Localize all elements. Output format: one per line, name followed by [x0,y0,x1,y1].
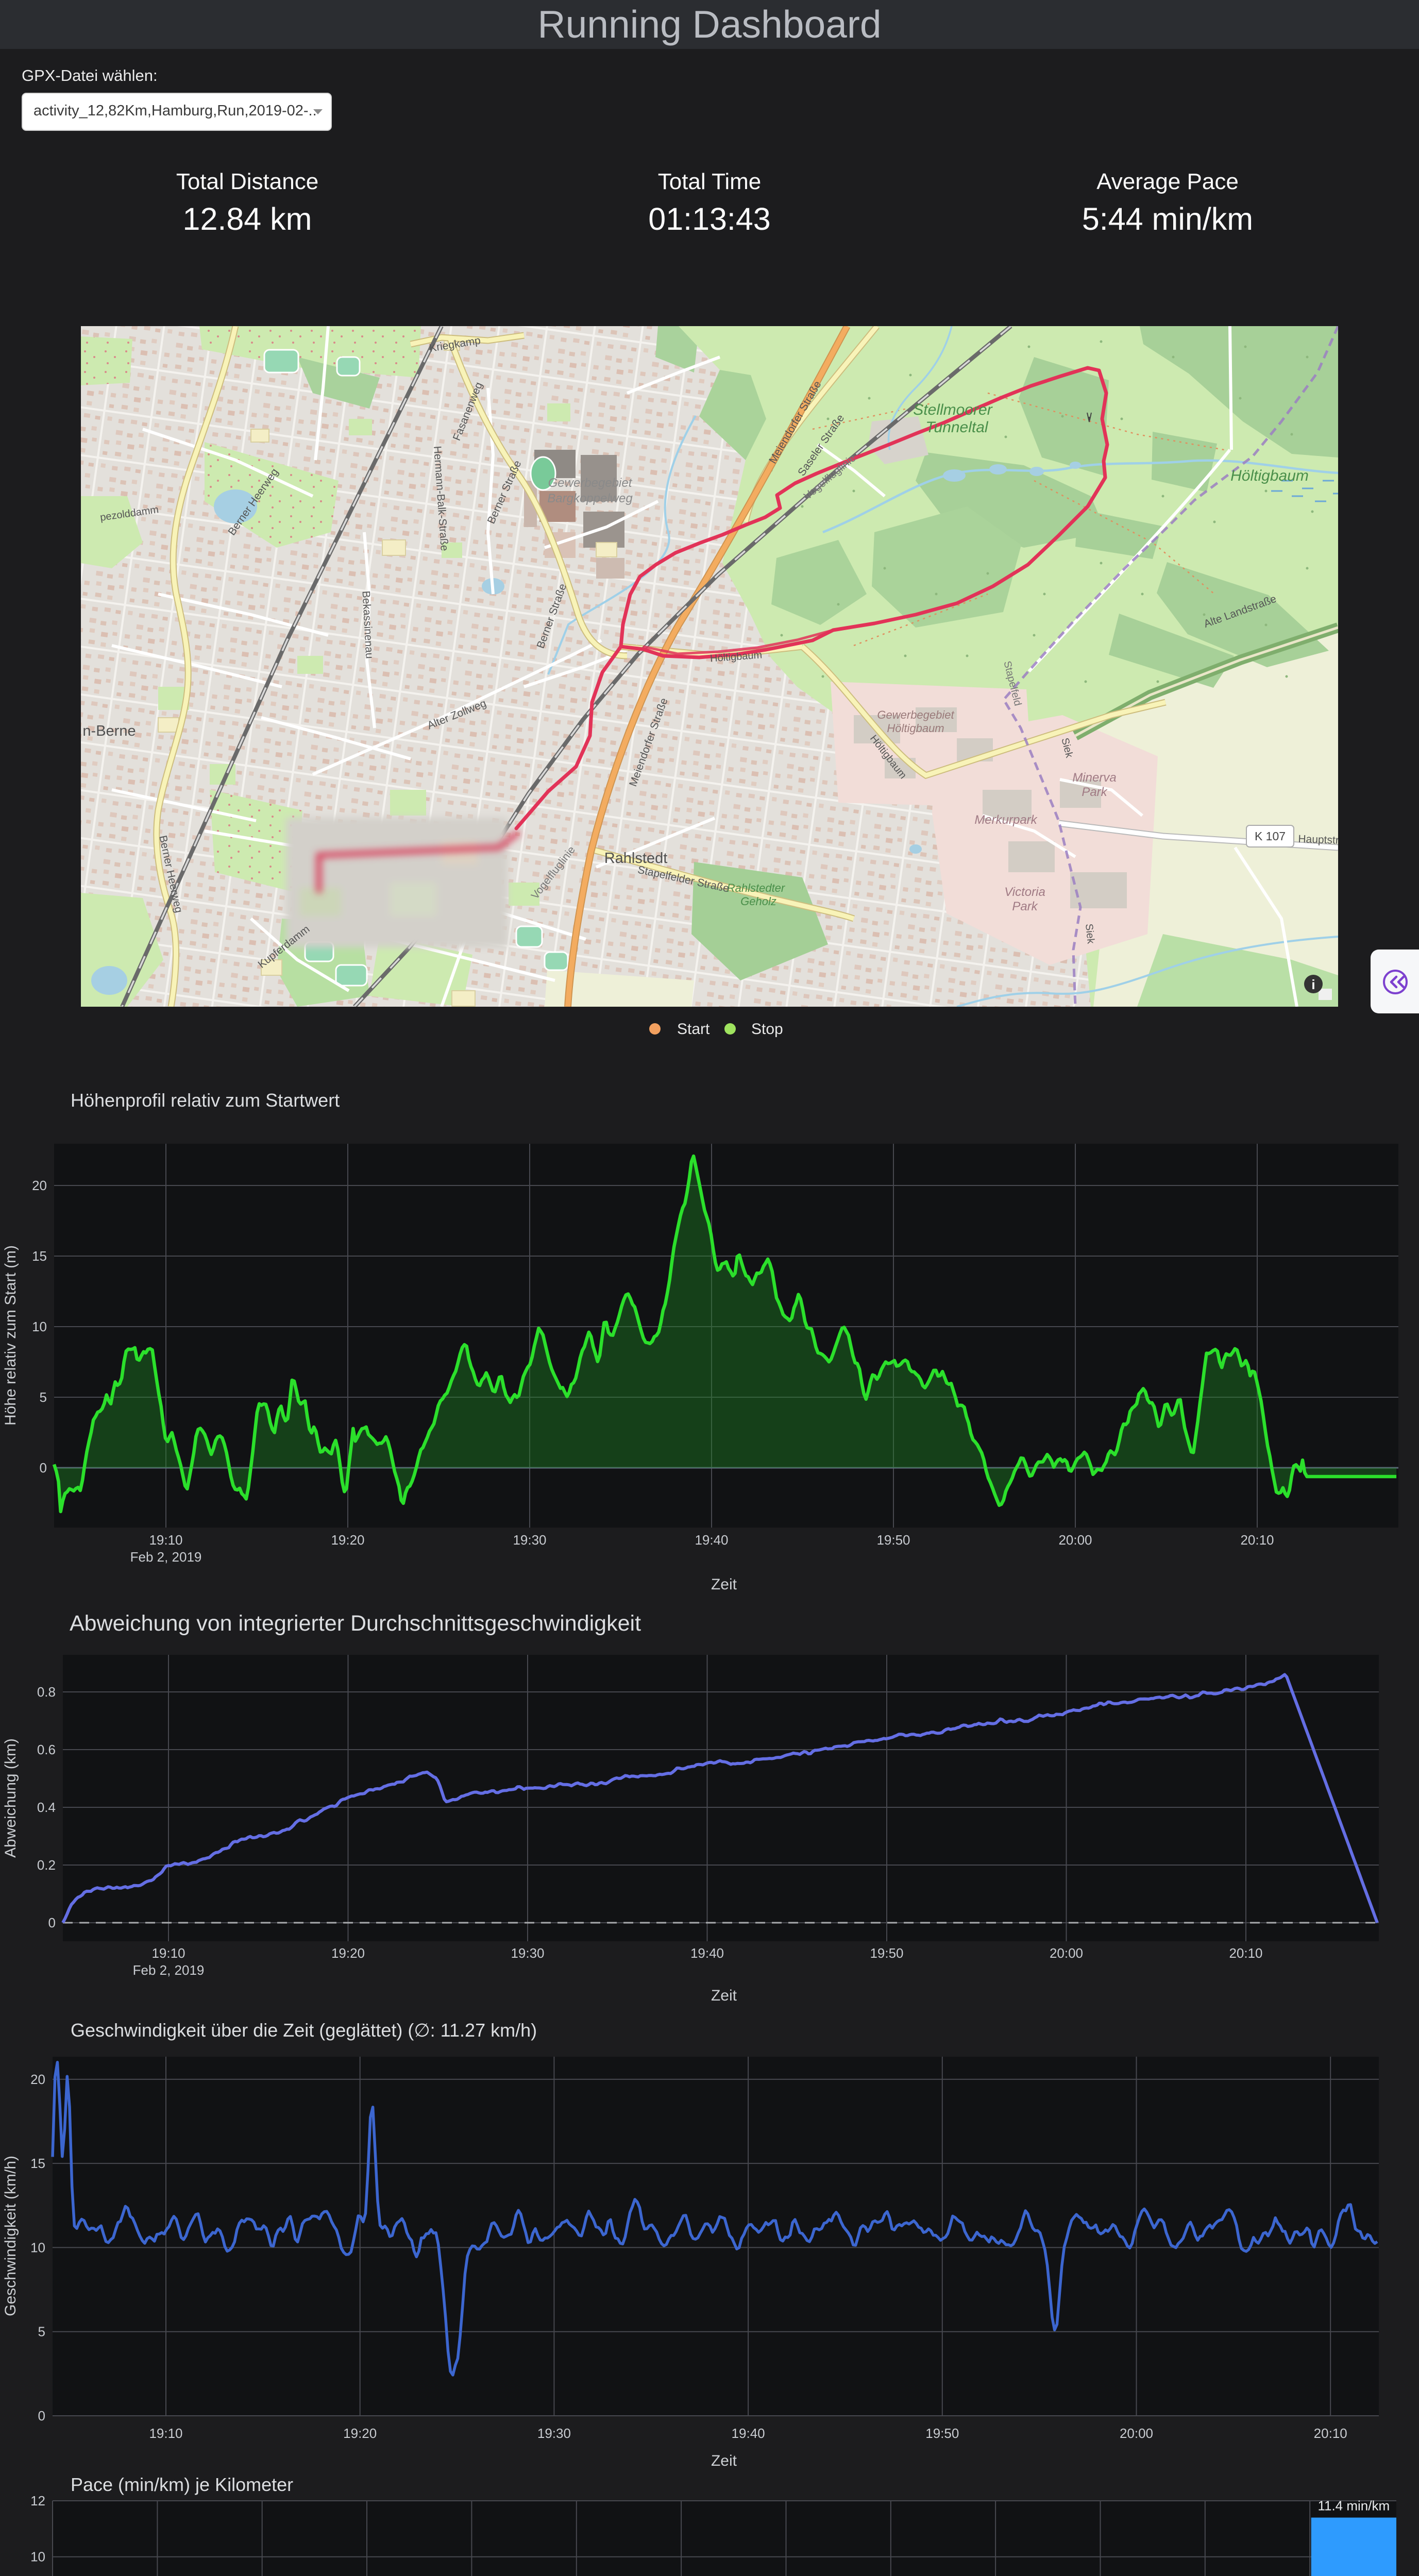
svg-text:19:40: 19:40 [732,2426,765,2441]
svg-text:20:00: 20:00 [1120,2426,1153,2441]
svg-text:19:10: 19:10 [149,1532,182,1548]
svg-text:Höhe relativ zum Start (m): Höhe relativ zum Start (m) [2,1245,19,1426]
svg-text:10: 10 [32,1319,47,1334]
svg-text:Höltigbaum: Höltigbaum [887,722,944,735]
svg-text:Gewerbegebiet: Gewerbegebiet [877,708,954,721]
svg-text:19:30: 19:30 [537,2426,571,2441]
svg-text:20: 20 [32,1178,47,1193]
svg-text:Rahlstedter: Rahlstedter [727,882,786,894]
svg-text:20:00: 20:00 [1058,1532,1092,1548]
svg-text:Geholz: Geholz [740,895,776,908]
svg-text:20:10: 20:10 [1240,1532,1274,1548]
svg-text:i: i [1311,977,1315,992]
svg-text:n-Berne: n-Berne [82,723,136,739]
svg-text:Feb 2, 2019: Feb 2, 2019 [133,1962,205,1978]
svg-text:Park: Park [1082,785,1108,799]
svg-text:Zeit: Zeit [711,1987,737,2004]
svg-text:Siek: Siek [1083,923,1096,945]
svg-text:0: 0 [38,2408,45,2424]
svg-text:Minerva: Minerva [1072,771,1116,785]
svg-text:Zeit: Zeit [711,2452,737,2469]
svg-text:20:10: 20:10 [1314,2426,1347,2441]
svg-text:Zeit: Zeit [711,1576,737,1593]
svg-text:0.6: 0.6 [37,1742,56,1757]
svg-text:12: 12 [30,2493,45,2509]
svg-text:Feb 2, 2019: Feb 2, 2019 [130,1549,202,1565]
svg-text:10: 10 [30,2240,45,2255]
svg-text:20:10: 20:10 [1229,1945,1262,1961]
svg-text:Abweichung von integrierter Du: Abweichung von integrierter Durchschnitt… [70,1611,641,1636]
svg-text:K 107: K 107 [1255,829,1286,843]
svg-text:19:40: 19:40 [695,1532,728,1548]
svg-text:Park: Park [1012,900,1038,913]
svg-text:5: 5 [40,1389,47,1405]
svg-text:Geschwindigkeit (km/h): Geschwindigkeit (km/h) [2,2156,19,2316]
svg-text:Abweichung (km): Abweichung (km) [2,1738,19,1858]
svg-text:Bargkoppelweg: Bargkoppelweg [547,492,633,505]
svg-text:20: 20 [30,2072,45,2087]
svg-text:0: 0 [40,1460,47,1476]
svg-text:5: 5 [38,2324,45,2340]
svg-text:10: 10 [30,2549,45,2565]
svg-text:Pace (min/km) je Kilometer: Pace (min/km) je Kilometer [71,2474,293,2495]
svg-text:19:50: 19:50 [870,1945,903,1961]
svg-text:Geschwindigkeit über die Zeit: Geschwindigkeit über die Zeit (geglättet… [71,2020,537,2041]
svg-text:0.2: 0.2 [37,1857,56,1873]
svg-text:19:30: 19:30 [513,1532,546,1548]
svg-text:Höhenprofil relativ zum Startw: Höhenprofil relativ zum Startwert [71,1090,340,1111]
svg-text:Tunneltal: Tunneltal [925,419,989,436]
svg-text:Gewerbegebiet: Gewerbegebiet [548,476,633,490]
svg-text:Stellmoorer: Stellmoorer [913,401,992,418]
svg-text:0: 0 [48,1915,56,1930]
svg-text:19:20: 19:20 [331,1945,365,1961]
svg-text:15: 15 [32,1248,47,1264]
svg-text:19:10: 19:10 [151,1945,185,1961]
svg-text:Rahlstedt: Rahlstedt [604,850,668,867]
svg-text:19:50: 19:50 [876,1532,910,1548]
svg-text:11.4 min/km: 11.4 min/km [1317,2498,1390,2514]
svg-text:20:00: 20:00 [1050,1945,1083,1961]
svg-text:19:10: 19:10 [149,2426,182,2441]
svg-text:19:20: 19:20 [343,2426,377,2441]
svg-text:19:50: 19:50 [925,2426,959,2441]
svg-text:Merkurpark: Merkurpark [974,813,1038,827]
svg-text:0.4: 0.4 [37,1800,56,1815]
svg-text:0.8: 0.8 [37,1684,56,1700]
svg-text:19:20: 19:20 [331,1532,364,1548]
svg-text:15: 15 [30,2156,45,2171]
svg-text:Hauptstraße: Hauptstraße [1298,833,1338,847]
svg-text:19:40: 19:40 [690,1945,724,1961]
svg-text:19:30: 19:30 [511,1945,544,1961]
svg-text:Victoria: Victoria [1004,885,1045,899]
svg-text:Höltigbaum: Höltigbaum [1230,467,1309,484]
